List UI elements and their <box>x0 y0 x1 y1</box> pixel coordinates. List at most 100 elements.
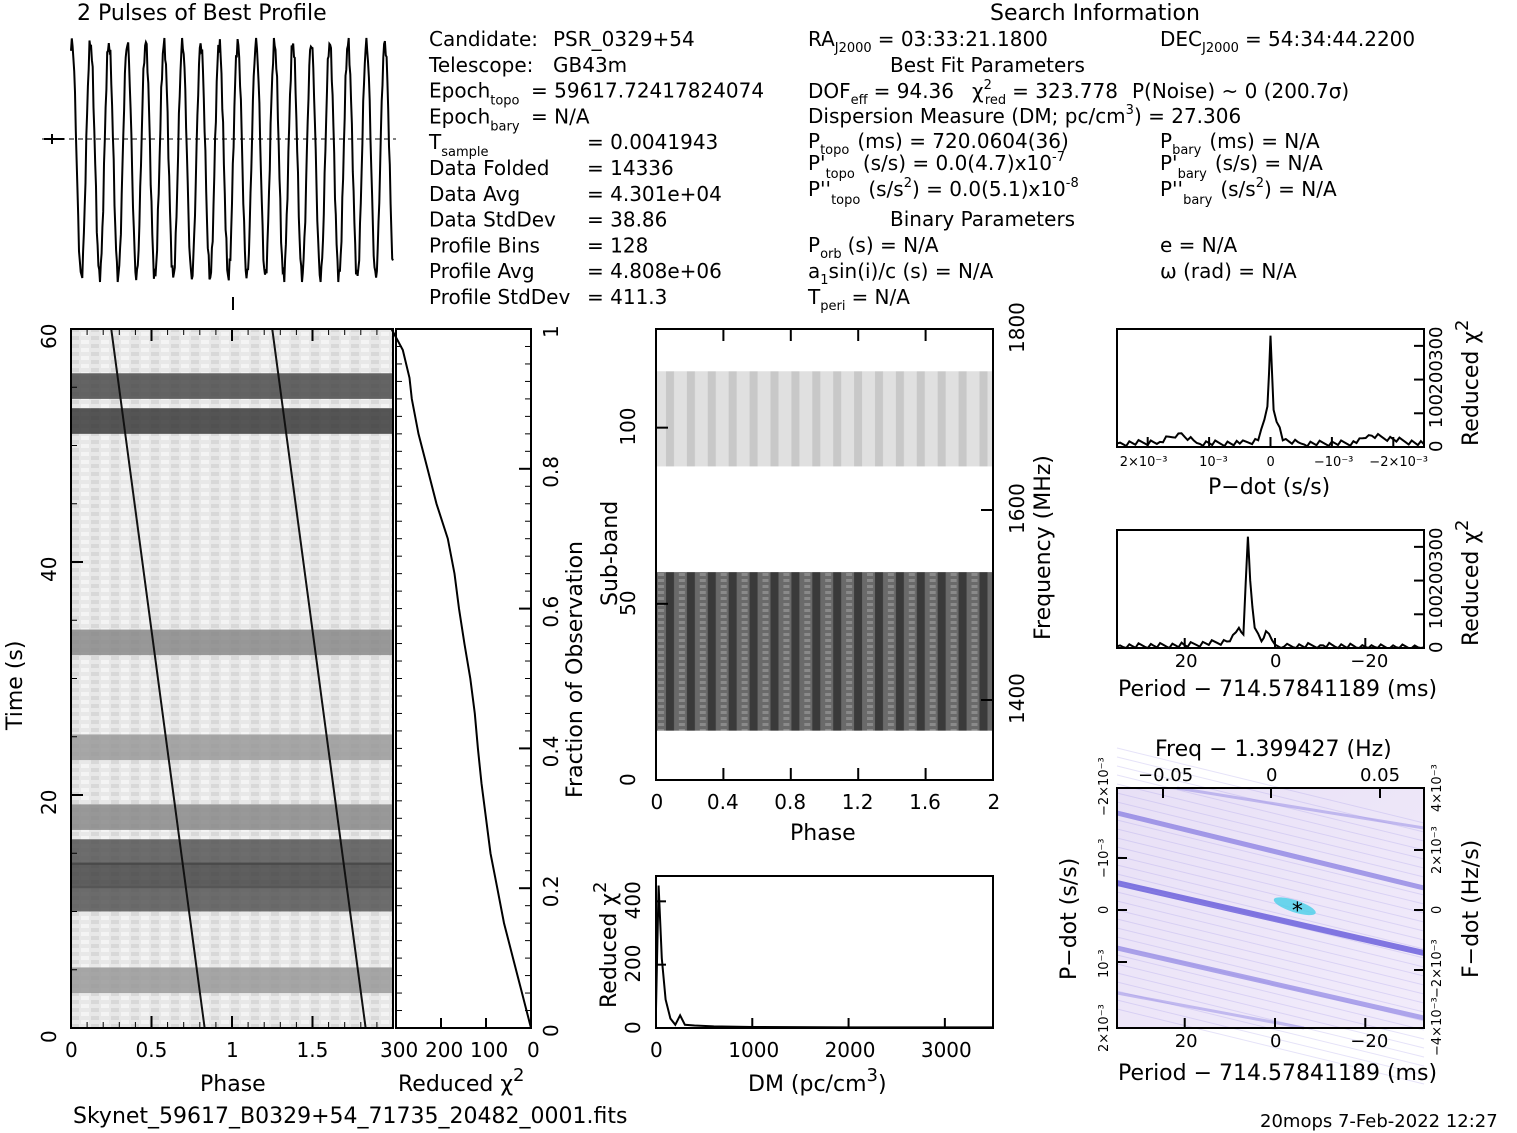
pp-fringe <box>1116 828 1425 905</box>
pd-xtick-label-3: −10⁻³ <box>1314 455 1354 470</box>
pp-fringe <box>1116 936 1425 1013</box>
pdot-ylabel: Reduced χ2 <box>1452 320 1484 447</box>
pp-fringe <box>1116 810 1425 887</box>
period-series <box>1116 536 1425 650</box>
search-info-title: Search Information <box>990 1 1200 26</box>
ct-ytick-label-3: 0.6 <box>539 596 563 628</box>
pbary-line: Pbary (ms) = N/A <box>1160 129 1320 158</box>
footer-filename: Skynet_59617_B0329+54_71735_20482_0001.f… <box>73 1104 627 1129</box>
pd-ytick-label-2: 200 <box>1426 360 1447 394</box>
dark-row-7 <box>71 885 393 912</box>
pp-fringe <box>1116 972 1425 1049</box>
subband-band-low <box>656 572 993 731</box>
chi2-time-panel: 300 200 100 00 0.2 0.4 0.6 0.8 1 Reduced χ2 Frac… <box>380 325 588 1097</box>
ct-ytick-label-5: 1 <box>539 325 563 338</box>
ct-ytick-label-4: 0.8 <box>539 456 563 488</box>
pd-xtick-label-0: 2×10⁻³ <box>1120 455 1168 470</box>
a1-line: a1sin(i)/c (s) = N/A <box>808 259 994 288</box>
chi2-time-series <box>390 328 532 1029</box>
dm-panel: 0 1000 2000 3000 0 200 400 DM (pc/cm3) Reduced… <box>590 875 994 1097</box>
dm-ytick-label-0: 0 <box>621 1021 645 1034</box>
sb-xtick-label-5: 2 <box>988 790 1001 814</box>
dark-row-2 <box>71 629 393 656</box>
pr-ytick-label-3: 300 <box>1426 527 1447 561</box>
pp-y2tick-label-4: 4×10⁻³ <box>1430 764 1445 812</box>
pddbary-line: P''bary (s/s2) = N/A <box>1160 176 1337 208</box>
tperi-line: Tperi = N/A <box>807 285 910 314</box>
ptopo-line: Ptopo (ms) = 720.0604(36) <box>808 129 1069 158</box>
pp-fringe <box>1116 747 1425 824</box>
info-left-label-1: Telescope: <box>428 53 533 77</box>
info-left-label-8: Profile Bins <box>429 233 540 257</box>
pp-best-star: * <box>1292 899 1303 924</box>
best-fit-heading: Best Fit Parameters <box>890 53 1085 77</box>
pp-fringe <box>1116 891 1425 968</box>
pp-fringe <box>1116 882 1425 959</box>
time-phase-ticks: 0 0.5 1 1.5 0 20 40 60 <box>37 324 378 1062</box>
pdtopo-line: P'topo (s/s) = 0.0(4.7)x10-7 <box>808 150 1065 182</box>
dark-row-6 <box>71 862 393 889</box>
ct-ytick-label-2: 0.4 <box>539 736 563 768</box>
pp-fringe <box>1116 927 1425 1004</box>
pp-streak-4 <box>1116 991 1305 1030</box>
sb-y2tick-label-0: 1400 <box>1005 673 1029 724</box>
pp-toptick-label-0: −0.05 <box>1138 765 1193 786</box>
info-left-value-8: = 128 <box>587 233 648 257</box>
pr-xtick-label-0: 20 <box>1175 651 1198 672</box>
dark-row-8 <box>71 967 393 994</box>
time-phase-panel: 0 0.5 1 1.5 0 20 40 60 Phase Time (s) <box>3 324 394 1097</box>
subband-frame <box>655 328 994 781</box>
tp-ytick-label-2: 40 <box>37 557 61 582</box>
pp-fringe <box>1116 855 1425 932</box>
pp-y2tick-label-0: −4×10⁻³ <box>1430 997 1445 1056</box>
sb-y2tick-label-1: 1600 <box>1005 483 1029 534</box>
ct-xtick-label-1: 200 <box>425 1038 463 1062</box>
info-right-block: RAJ2000 = 03:33:21.1800 DECJ2000 = 54:34:4… <box>807 27 1415 314</box>
info-left-value-2: = 59617.72417824074 <box>531 79 764 103</box>
chi2-time-ticks: 300 200 100 00 0.2 0.4 0.6 0.8 1 <box>380 325 563 1062</box>
info-left-label-9: Profile Avg <box>429 259 535 283</box>
pp-fringe <box>1116 783 1425 860</box>
pp-ytick-label-1: 10⁻³ <box>1097 949 1112 978</box>
pdot-series <box>1116 335 1425 448</box>
pp-toptick-label-2: 0.05 <box>1360 765 1400 786</box>
info-left-block: Candidate: PSR_0329+54 Telescope: GB43m Epoc… <box>428 27 764 309</box>
subband-xlabel: Phase <box>790 821 856 846</box>
pp-streak-2 <box>1116 945 1425 1021</box>
sb-xtick-label-2: 0.8 <box>774 790 806 814</box>
sb-ytick-label-0: 0 <box>616 773 640 786</box>
sb-ytick-label-1: 50 <box>616 590 640 615</box>
pp-fringe <box>1116 909 1425 986</box>
info-left-value-4: = 0.0041943 <box>587 130 718 154</box>
pulse-track-2 <box>271 328 367 1029</box>
time-phase-dark-rows <box>71 373 393 994</box>
pp-y2tick-label-1: −2×10⁻³ <box>1430 939 1445 998</box>
tp-xtick-label-2: 1 <box>226 1038 239 1062</box>
period-frame <box>1116 529 1425 649</box>
sb-xtick-label-3: 1.2 <box>842 790 874 814</box>
pddtopo-line: P''topo (s/s2) = 0.0(5.1)x10-8 <box>808 176 1079 208</box>
info-left-value-0: PSR_0329+54 <box>553 27 695 51</box>
porb-line: Porb (s) = N/A <box>808 233 939 262</box>
dark-row-4 <box>71 804 393 830</box>
pp-panel: * 20 0 −20 −0.05 0 0.05 2×10⁻³ 10⁻³ 0 −10⁻³ −2×10⁻… <box>1057 737 1484 1086</box>
pp-ytick-label-2: 0 <box>1097 906 1112 914</box>
dark-row-1 <box>71 373 393 399</box>
sb-y2tick-label-2: 1800 <box>1005 302 1029 353</box>
info-left-value-9: = 4.808e+06 <box>587 259 722 283</box>
ct-ytick-label-1: 0.2 <box>539 875 563 907</box>
dm-xtick-label-3: 3000 <box>921 1038 972 1062</box>
pp-ticks: 20 0 −20−0.05 0 0.052×10⁻³10⁻³0−10⁻³−2×10⁻³−… <box>1097 757 1445 1056</box>
pp-y2label: F−dot (Hz/s) <box>1459 840 1484 978</box>
ct-xtick-label-3: 0 <box>527 1038 540 1062</box>
profile-series <box>70 37 394 283</box>
ct-xtick-label-2: 100 <box>470 1038 508 1062</box>
info-left-label-3: Epochbary <box>429 104 520 134</box>
pp-ytick-label-0: 2×10⁻³ <box>1097 1004 1112 1052</box>
pp-ytick-label-4: −2×10⁻³ <box>1097 757 1112 816</box>
sb-xtick-label-1: 0.4 <box>707 790 739 814</box>
pp-toptick-label-1: 0 <box>1266 765 1277 786</box>
sb-ytick-label-2: 100 <box>616 407 640 445</box>
